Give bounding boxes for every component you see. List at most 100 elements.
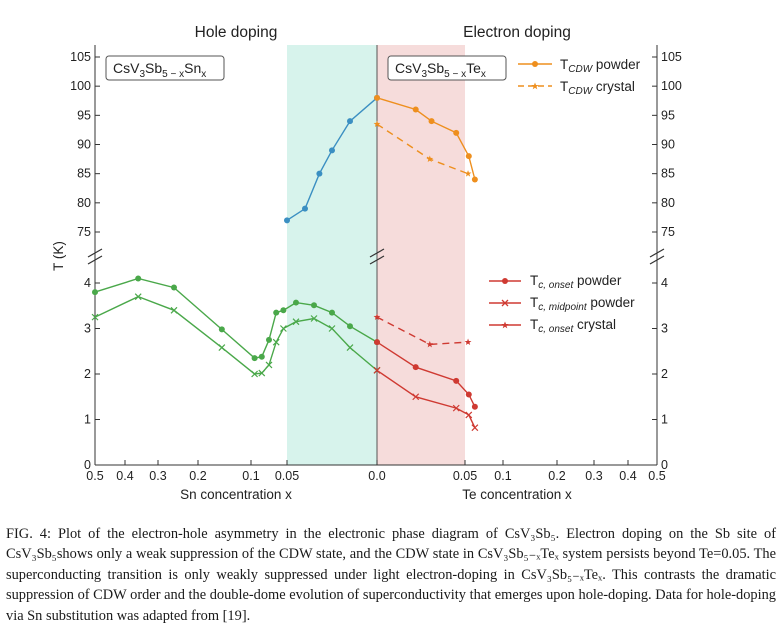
y-tick-label-right-low-2: 2 xyxy=(661,367,668,381)
x-tick-label-sn-0.5: 0.5 xyxy=(86,469,103,483)
y-tick-label-right-95: 95 xyxy=(661,108,675,122)
y-tick-label-right-90: 90 xyxy=(661,138,675,152)
x-axis-title-sn: Sn concentration x xyxy=(180,487,292,502)
svg-text:Tc, onset powder: Tc, onset powder xyxy=(530,273,622,291)
y-tick-label-right-low-4: 4 xyxy=(661,276,668,290)
sn-tcdw-line xyxy=(286,97,378,221)
te-formula-pre: CsV xyxy=(395,60,422,76)
legend-tc-midpoint-powder: Tc, midpoint powder xyxy=(489,295,635,313)
phase-diagram-figure: Hole doping Electron doping CsV3Sb5 − xS… xyxy=(51,24,682,502)
sn-formula-el: Sn xyxy=(184,60,201,76)
svg-text:TCDW powder: TCDW powder xyxy=(560,57,641,75)
y-tick-label-left-105: 105 xyxy=(70,50,91,64)
sn-tc-midpoint-point-1 xyxy=(134,293,142,301)
x-tick-label-te-0.05: 0.05 xyxy=(453,469,477,483)
sn-tc-midpoint-point-7 xyxy=(272,338,280,346)
legend-tc-onset-powder: Tc, onset powder xyxy=(489,273,622,291)
sn-tc-midpoint-point-5 xyxy=(258,369,266,377)
x-tick-label-te-0.3: 0.3 xyxy=(585,469,602,483)
sn-tc-onset-point-5 xyxy=(258,353,265,360)
sn-tc-midpoint-point-6 xyxy=(265,361,273,369)
te-formula-sub2: 5 − x xyxy=(444,69,466,80)
y-axis-title: T (K) xyxy=(51,241,66,271)
sn-formula-sub2: 5 − x xyxy=(162,69,184,80)
cdw-legend: TCDW powder TCDW crystal xyxy=(518,57,641,97)
te-formula-sub3: x xyxy=(481,69,486,80)
te-tcdw-powder-point-4 xyxy=(465,153,472,160)
x-tick-label-sn-0.4: 0.4 xyxy=(116,469,133,483)
sn-tcdw-point-1 xyxy=(302,205,308,212)
te-tcdw-powder-point-0 xyxy=(374,94,380,101)
svg-text:TCDW crystal: TCDW crystal xyxy=(560,79,635,97)
x-tick-label-sn-0.0: 0.0 xyxy=(368,469,385,483)
legend-tcdw-powder: TCDW powder xyxy=(518,57,641,75)
y-tick-label-right-low-0: 0 xyxy=(661,458,668,472)
te-tc-onset-powder-point-1 xyxy=(412,364,419,371)
te-tc-onset-powder-point-0 xyxy=(374,339,380,346)
te-tcdw-crystal-point-1 xyxy=(426,155,434,162)
legend-tcdw-powder-main: T xyxy=(560,57,568,72)
x-tick-label-te-0.2: 0.2 xyxy=(548,469,565,483)
sn-tcdw-point-3 xyxy=(329,147,335,154)
legend-tcdw-powder-suffix: powder xyxy=(592,57,641,72)
legend-tcdw-crystal-main: T xyxy=(560,79,568,94)
electron-doping-header: Electron doping xyxy=(463,24,571,41)
sn-tc-midpoint-point-4 xyxy=(251,370,259,378)
te-formula-mid: Sb xyxy=(427,60,444,76)
sn-tc-onset-point-0 xyxy=(92,289,98,296)
te-tc-onset-powder-point-2 xyxy=(453,377,460,384)
sn-tc-onset-point-3 xyxy=(218,326,225,333)
sn-tc-onset-point-6 xyxy=(266,336,272,343)
sn-tc-onset-point-7 xyxy=(273,309,280,316)
x-tick-label-sn-0.1: 0.1 xyxy=(242,469,259,483)
sn-formula-sub1: 3 xyxy=(139,69,145,80)
te-tc-onset-crystal-point-1 xyxy=(426,340,434,348)
legend-tcdw-crystal-suffix: crystal xyxy=(592,79,635,94)
legend-tc-onset-crystal-sub: c, onset xyxy=(538,324,574,335)
sn-formula-pre: CsV xyxy=(113,60,140,76)
te-tc-midpoint-powder-point-4 xyxy=(471,424,479,432)
sn-tcdw-point-2 xyxy=(316,170,323,177)
sn-formula-mid: Sb xyxy=(145,60,162,76)
x-tick-label-te-0.4: 0.4 xyxy=(619,469,636,483)
hole-doping-header: Hole doping xyxy=(195,24,278,41)
legend-tc-onset-crystal-main: T xyxy=(530,317,538,332)
y-tick-label-right-105: 105 xyxy=(661,50,682,64)
y-tick-label-left-low-2: 2 xyxy=(84,367,91,381)
sn-tc-onset-point-11 xyxy=(329,309,335,316)
y-tick-label-left-95: 95 xyxy=(77,108,91,122)
electron-shaded-band xyxy=(377,45,465,465)
y-tick-label-left-90: 90 xyxy=(77,138,91,152)
figure-caption: FIG. 4: Plot of the electron-hole asymme… xyxy=(6,526,776,624)
sn-tc-onset-point-1 xyxy=(135,275,142,282)
legend-tc-midpoint-powder-main: T xyxy=(530,295,538,310)
sn-tc-midpoint-point-2 xyxy=(170,306,178,314)
sn-tc-midpoint-point-9 xyxy=(292,318,300,326)
te-formula-box: CsV3Sb5 − xTex xyxy=(387,55,507,81)
sn-tc-midpoint-line xyxy=(94,295,378,375)
te-tc-onset-powder-point-3 xyxy=(465,391,472,398)
axis-ticks: 75 75 80 80 85 85 90 90 95 95 100 100 105 105 0 0 1 1 2 2 3 3… xyxy=(70,50,682,483)
x-tick-label-sn-0.3: 0.3 xyxy=(149,469,166,483)
svg-text:CsV3Sb5 − xTex: CsV3Sb5 − xTex xyxy=(395,60,486,80)
y-tick-label-right-low-3: 3 xyxy=(661,322,668,336)
y-tick-label-right-85: 85 xyxy=(661,167,675,181)
sc-legend: Tc, onset powder Tc, midpoint powder Tc,… xyxy=(489,273,635,335)
te-tc-onset-crystal-line xyxy=(376,316,469,346)
te-tc-midpoint-powder-point-1 xyxy=(412,393,420,401)
sn-tc-midpoint-point-8 xyxy=(279,325,287,332)
y-tick-label-left-low-4: 4 xyxy=(84,276,91,290)
legend-tc-onset-powder-suffix: powder xyxy=(573,273,622,288)
x-tick-label-te-0.1: 0.1 xyxy=(494,469,511,483)
y-tick-label-right-100: 100 xyxy=(661,79,682,93)
legend-tcdw-crystal: TCDW crystal xyxy=(518,79,635,97)
svg-text:Tc, midpoint powder: Tc, midpoint powder xyxy=(530,295,635,313)
te-formula-sub1: 3 xyxy=(421,69,427,80)
legend-tcdw-powder-sub: CDW xyxy=(568,64,593,75)
te-tc-onset-crystal-point-0 xyxy=(373,313,381,321)
sn-tcdw-point-4 xyxy=(347,118,353,125)
sn-tc-onset-point-2 xyxy=(171,284,177,291)
legend-tc-onset-powder-sub: c, onset xyxy=(538,280,574,291)
te-formula-el: Te xyxy=(466,60,481,76)
legend-tcdw-crystal-sub: CDW xyxy=(568,86,593,97)
